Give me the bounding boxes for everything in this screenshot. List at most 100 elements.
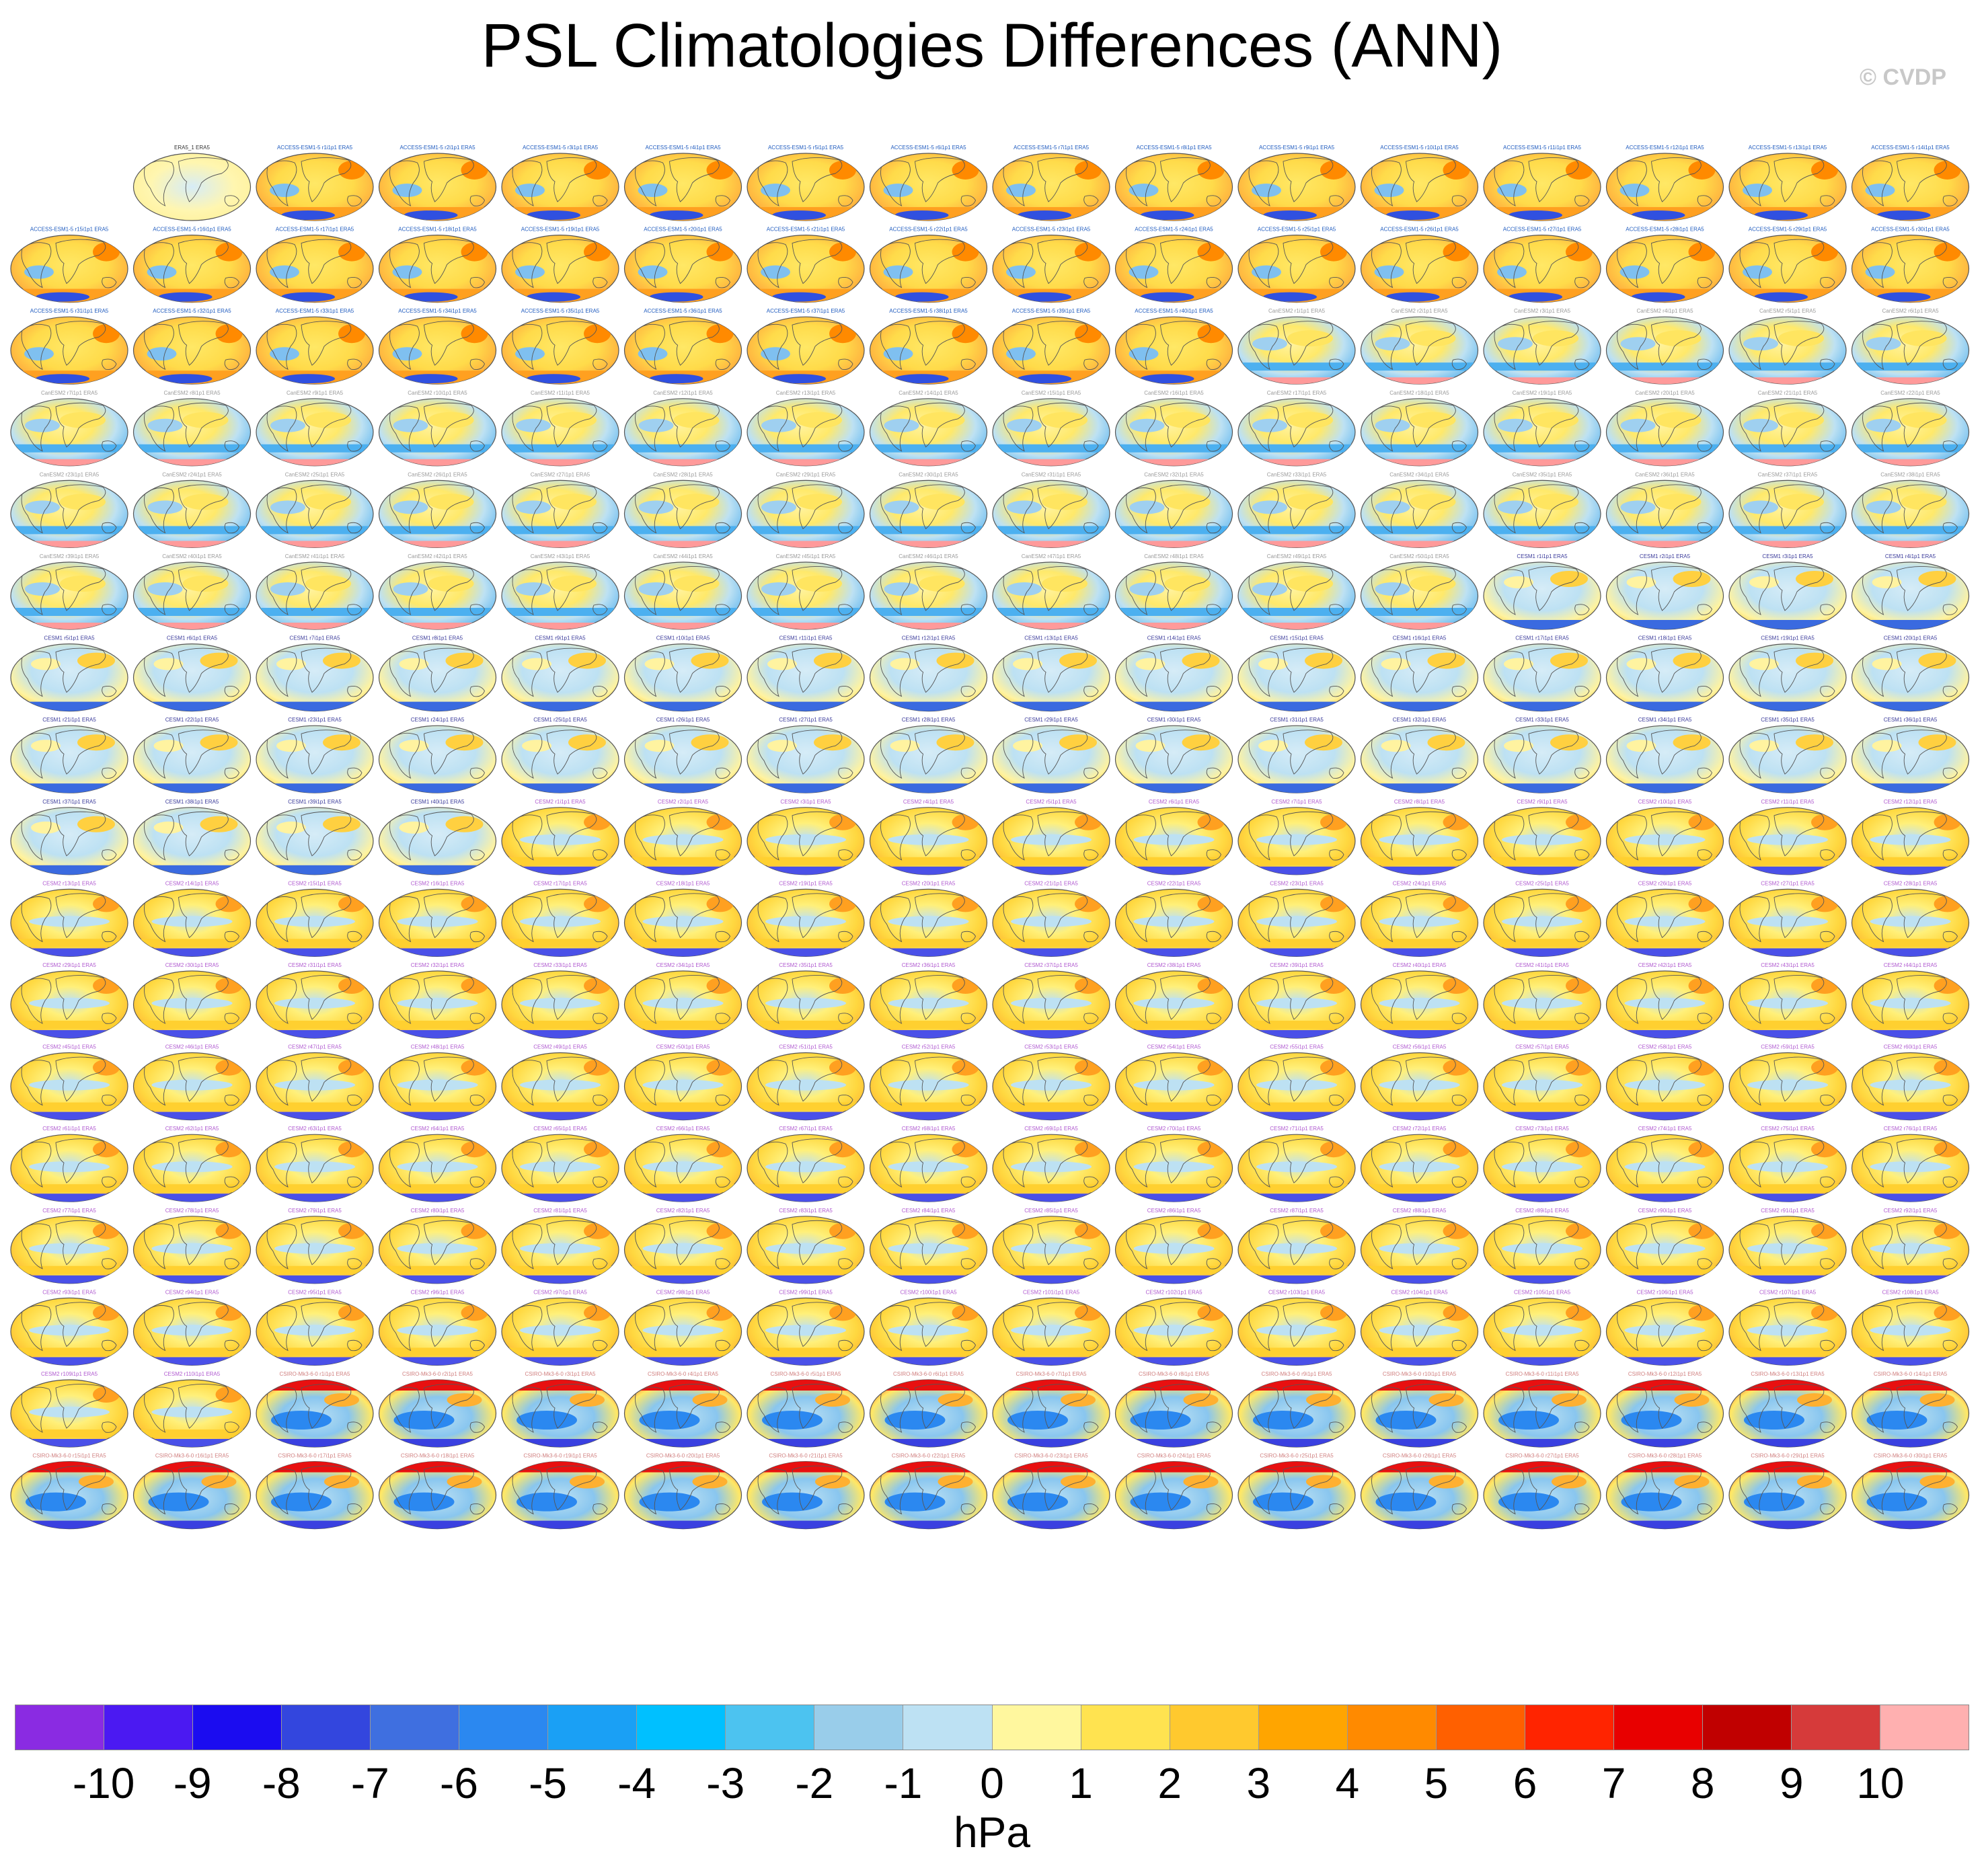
map-field: [747, 565, 864, 629]
map-field: [11, 1056, 128, 1120]
map-panel-title: CESM2 r13i1p1 ERA5: [42, 880, 96, 886]
colorbar-box: [1347, 1705, 1437, 1750]
map-panel: CESM2 r85i1p1 ERA5: [992, 1208, 1110, 1284]
map-globe: [869, 479, 988, 549]
map-panel: CESM2 r37i1p1 ERA5: [992, 962, 1110, 1039]
map-field: [1115, 402, 1233, 466]
map-panel-title: CESM2 r89i1p1 ERA5: [1515, 1208, 1569, 1214]
map-panel-title: CESM2 r19i1p1 ERA5: [779, 880, 833, 886]
map-panel: CESM2 r46i1p1 ERA5: [132, 1044, 252, 1121]
map-panel: CanESM2 r21i1p1 ERA5: [1728, 390, 1847, 467]
map-panel-title: CanESM2 r36i1p1 ERA5: [1635, 471, 1695, 477]
map-panel-title: CSIRO-Mk3-6-0 r5i1p1 ERA5: [771, 1371, 841, 1377]
map-globe: [256, 643, 374, 712]
map-panel-title: CESM2 r20i1p1 ERA5: [902, 880, 956, 886]
map-panel-title: CanESM2 r23i1p1 ERA5: [40, 471, 100, 477]
map-panel: CESM2 r29i1p1 ERA5: [10, 962, 128, 1039]
map-panel: CanESM2 r12i1p1 ERA5: [623, 390, 742, 467]
map-panel: CSIRO-Mk3-6-0 r15i1p1 ERA5: [10, 1453, 128, 1530]
map-panel: CSIRO-Mk3-6-0 r17i1p1 ERA5: [256, 1453, 374, 1530]
map-panel-title: CESM2 r28i1p1 ERA5: [1884, 880, 1938, 886]
map-panel-title: CESM1 r6i1p1 ERA5: [167, 635, 218, 641]
map-panel-title: CESM2 r72i1p1 ERA5: [1393, 1126, 1447, 1132]
map-panel: CESM2 r14i1p1 ERA5: [132, 880, 252, 957]
map-globe: [623, 643, 742, 712]
map-panel: CanESM2 r50i1p1 ERA5: [1360, 553, 1479, 630]
map-panel-title: ACCESS-ESM1-5 r33i1p1 ERA5: [276, 308, 354, 314]
watermark: © CVDP: [1860, 65, 1946, 90]
map-globe: [378, 479, 497, 549]
map-panel: CanESM2 r42i1p1 ERA5: [378, 553, 497, 630]
colorbar-tick-label: 4: [1335, 1759, 1360, 1807]
map-panel: CanESM2 r39i1p1 ERA5: [10, 553, 128, 630]
map-globe: [1360, 398, 1479, 467]
map-panel: CESM2 r101i1p1 ERA5: [992, 1289, 1110, 1366]
colorbar-tick-labels: -10 -9 -8 -7 -6 -5 -4 -3 -2 -1 0 1 2 3 4 5 6 7 8 9 10: [0, 1758, 1984, 1812]
map-panel: CESM2 r45i1p1 ERA5: [10, 1044, 128, 1121]
colorbar-box: [15, 1705, 105, 1750]
map-globe: [747, 479, 865, 549]
map-panel-title: CanESM2 r37i1p1 ERA5: [1758, 471, 1818, 477]
map-panel-title: ACCESS-ESM1-5 r14i1p1 ERA5: [1871, 145, 1950, 151]
map-field: [993, 565, 1110, 629]
map-panel: CanESM2 r17i1p1 ERA5: [1237, 390, 1356, 467]
map-panel-title: CESM1 r17i1p1 ERA5: [1515, 635, 1569, 641]
map-panel-title: CESM2 r102i1p1 ERA5: [1145, 1289, 1203, 1295]
map-panel: CESM1 r15i1p1 ERA5: [1237, 635, 1356, 712]
map-panel: CESM2 r21i1p1 ERA5: [992, 880, 1110, 957]
colorbar-tick-label: 10: [1856, 1759, 1905, 1807]
map-panel-title: CanESM2 r44i1p1 ERA5: [653, 553, 713, 559]
map-globe: [378, 643, 497, 712]
map-field: [1606, 484, 1724, 548]
map-panel: CESM2 r103i1p1 ERA5: [1237, 1289, 1356, 1366]
map-panel-title: CESM2 r8i1p1 ERA5: [1394, 799, 1445, 805]
map-panel: ACCESS-ESM1-5 r18i1p1 ERA5: [378, 227, 497, 303]
map-panel-title: CSIRO-Mk3-6-0 r15i1p1 ERA5: [32, 1453, 106, 1459]
map-globe: [132, 153, 252, 221]
map-panel-title: ACCESS-ESM1-5 r1i1p1 ERA5: [277, 145, 353, 151]
map-panel: CESM2 r19i1p1 ERA5: [747, 880, 865, 957]
map-panel-title: ACCESS-ESM1-5 r7i1p1 ERA5: [1014, 145, 1090, 151]
colorbar-box: [1613, 1705, 1703, 1750]
map-panel-title: CanESM2 r10i1p1 ERA5: [408, 390, 467, 396]
map-field: [1606, 1056, 1724, 1120]
map-field: [993, 402, 1110, 466]
map-panel-title: CanESM2 r42i1p1 ERA5: [408, 553, 467, 559]
map-panel: CanESM2 r41i1p1 ERA5: [256, 553, 374, 630]
map-panel: CESM2 r35i1p1 ERA5: [747, 962, 865, 1039]
colorbar-box: [1081, 1705, 1170, 1750]
map-panel-title: CSIRO-Mk3-6-0 r18i1p1 ERA5: [401, 1453, 475, 1459]
map-panel: CESM2 r32i1p1 ERA5: [378, 962, 497, 1039]
map-panel: CanESM2 r30i1p1 ERA5: [869, 471, 988, 549]
map-panel-title: CESM2 r92i1p1 ERA5: [1884, 1208, 1938, 1214]
map-panel: CESM2 r17i1p1 ERA5: [501, 880, 619, 957]
map-globe: [132, 479, 252, 549]
map-globe: [10, 807, 128, 875]
map-panel-title: CanESM2 r39i1p1 ERA5: [40, 553, 100, 559]
map-panel-title: CESM2 r90i1p1 ERA5: [1638, 1208, 1692, 1214]
map-panel: CSIRO-Mk3-6-0 r21i1p1 ERA5: [747, 1453, 865, 1530]
map-panel: CanESM2 r19i1p1 ERA5: [1483, 390, 1601, 467]
map-panel: CESM2 r49i1p1 ERA5: [501, 1044, 619, 1121]
map-panel: CSIRO-Mk3-6-0 r30i1p1 ERA5: [1851, 1453, 1970, 1530]
map-panel: CESM2 r47i1p1 ERA5: [256, 1044, 374, 1121]
map-panel-title: CESM1 r3i1p1 ERA5: [1762, 553, 1813, 559]
map-panel: CESM2 r69i1p1 ERA5: [992, 1126, 1110, 1202]
map-panel-title: CSIRO-Mk3-6-0 r17i1p1 ERA5: [278, 1453, 352, 1459]
map-field: [624, 484, 742, 548]
colorbar-tick-label: -5: [529, 1759, 567, 1807]
map-panel: CESM2 r18i1p1 ERA5: [623, 880, 742, 957]
map-panel: CESM1 r9i1p1 ERA5: [501, 635, 619, 712]
map-panel-title: CESM2 r83i1p1 ERA5: [779, 1208, 833, 1214]
map-panel: CanESM2 r23i1p1 ERA5: [10, 471, 128, 549]
map-panel-title: CESM2 r33i1p1 ERA5: [533, 962, 587, 968]
map-panel-title: ACCESS-ESM1-5 r31i1p1 ERA5: [30, 308, 109, 314]
map-field: [379, 811, 496, 875]
map-panel: ACCESS-ESM1-5 r27i1p1 ERA5: [1483, 227, 1601, 303]
map-field: [379, 484, 496, 548]
map-panel: CESM2 r98i1p1 ERA5: [623, 1289, 742, 1366]
map-panel-title: CESM2 r96i1p1 ERA5: [411, 1289, 465, 1295]
map-panel: CESM2 r8i1p1 ERA5: [1360, 799, 1479, 875]
map-globe: [1114, 561, 1233, 630]
map-panel-title: CESM2 r18i1p1 ERA5: [656, 880, 710, 886]
